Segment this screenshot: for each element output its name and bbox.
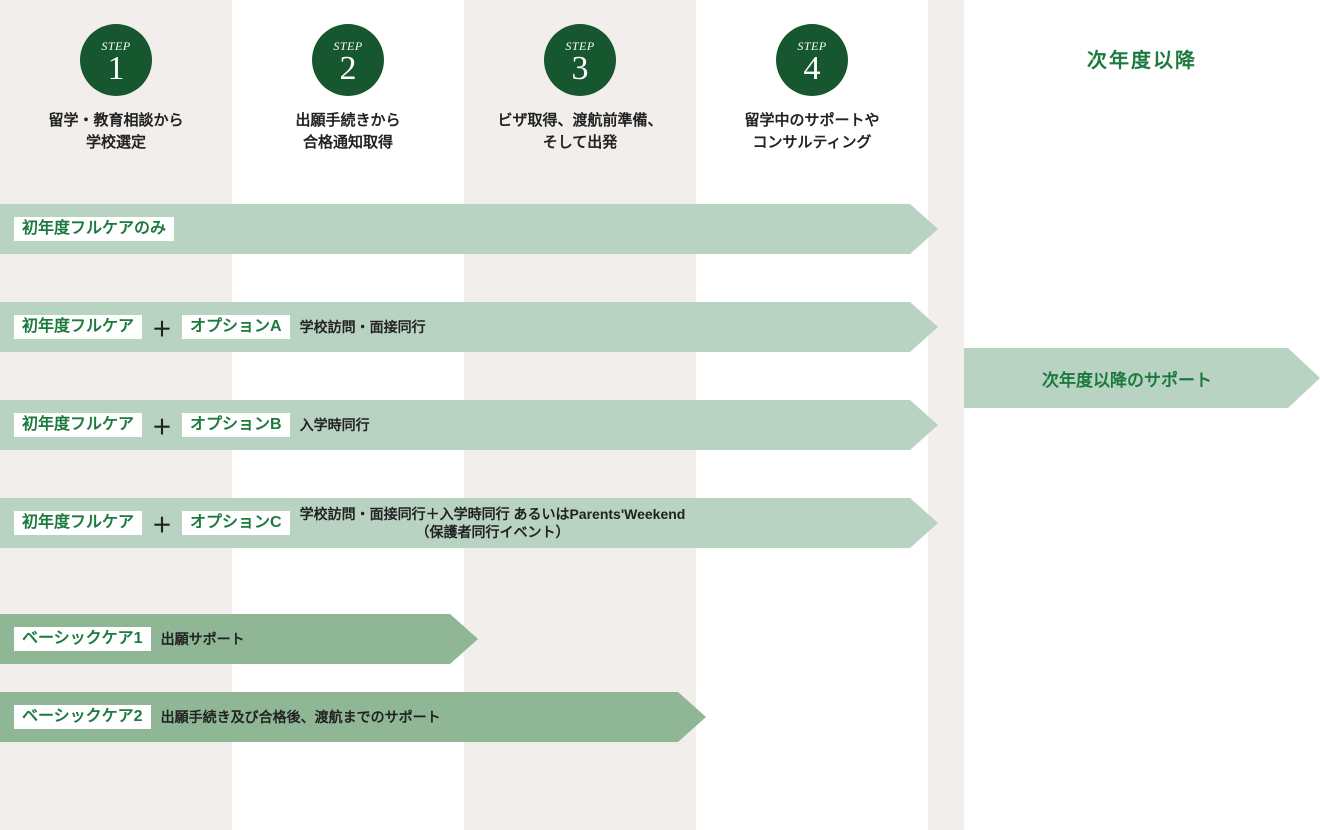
plan-tag-primary: 初年度フルケア — [14, 413, 142, 437]
step-number: 3 — [572, 52, 589, 86]
arrow-head-icon — [910, 302, 938, 352]
arrow-head-icon — [450, 614, 478, 664]
step-header-3: STEP3 ビザ取得、渡航前準備、そして出発 — [464, 24, 696, 154]
step-number: 1 — [108, 52, 125, 86]
plan-extra-text: 入学時同行 — [300, 416, 370, 434]
step-circle: STEP4 — [776, 24, 848, 96]
plus-icon: ＋ — [152, 509, 172, 538]
step-number: 2 — [340, 52, 357, 86]
plan-tag-primary: 初年度フルケア — [14, 511, 142, 535]
plan-extra-text: 学校訪問・面接同行 — [300, 318, 426, 336]
arrow-content: 初年度フルケアのみ — [0, 204, 174, 254]
plan-tag-option: オプションA — [182, 315, 290, 339]
arrow-head-icon — [678, 692, 706, 742]
plan-arrow-3: 初年度フルケア ＋ オプションB 入学時同行 — [0, 400, 938, 450]
plan-tag-primary: ベーシックケア2 — [14, 705, 151, 729]
step-description: 留学・教育相談から学校選定 — [48, 110, 183, 154]
arrow-head-icon — [910, 498, 938, 548]
step-description: 出願手続きから合格通知取得 — [295, 110, 400, 154]
plan-arrow-6: ベーシックケア2 出願手続き及び合格後、渡航までのサポート — [0, 692, 706, 742]
next-year-title: 次年度以降 — [964, 44, 1320, 73]
plan-tag-primary: 初年度フルケア — [14, 315, 142, 339]
plan-extra-text: 出願手続き及び合格後、渡航までのサポート — [161, 708, 441, 726]
plan-arrow-1: 初年度フルケアのみ — [0, 204, 938, 254]
arrow-content: ベーシックケア1 出願サポート — [0, 614, 245, 664]
plan-arrow-4: 初年度フルケア ＋ オプションC 学校訪問・面接同行＋入学時同行 あるいはParent… — [0, 498, 938, 548]
col-next-year: 次年度以降 — [964, 0, 1320, 830]
plan-extra-text: 出願サポート — [161, 630, 245, 648]
step-header-2: STEP2 出願手続きから合格通知取得 — [232, 24, 464, 154]
step-circle: STEP1 — [80, 24, 152, 96]
arrow-content: 初年度フルケア ＋ オプションB 入学時同行 — [0, 400, 370, 450]
next-year-arrow-label: 次年度以降のサポート — [964, 348, 1290, 408]
plus-icon: ＋ — [152, 411, 172, 440]
step-circle: STEP2 — [312, 24, 384, 96]
plan-extra-text: 学校訪問・面接同行＋入学時同行 あるいはParents'Weekend（保護者同… — [300, 505, 686, 541]
plan-arrow-5: ベーシックケア1 出願サポート — [0, 614, 478, 664]
step-description: 留学中のサポートやコンサルティング — [744, 110, 879, 154]
plus-icon: ＋ — [152, 313, 172, 342]
step-description: ビザ取得、渡航前準備、そして出発 — [497, 110, 662, 154]
arrow-head-icon — [1288, 348, 1320, 408]
step-circle: STEP3 — [544, 24, 616, 96]
plan-tag-primary: 初年度フルケアのみ — [14, 217, 174, 241]
arrow-head-icon — [910, 204, 938, 254]
plan-tag-primary: ベーシックケア1 — [14, 627, 151, 651]
step-number: 4 — [804, 52, 821, 86]
plan-tag-option: オプションC — [182, 511, 290, 535]
step-header-1: STEP1 留学・教育相談から学校選定 — [0, 24, 232, 154]
arrow-content: ベーシックケア2 出願手続き及び合格後、渡航までのサポート — [0, 692, 441, 742]
arrow-content: 初年度フルケア ＋ オプションC 学校訪問・面接同行＋入学時同行 あるいはParent… — [0, 498, 685, 548]
plan-tag-option: オプションB — [182, 413, 290, 437]
next-year-arrow: 次年度以降のサポート — [964, 348, 1320, 408]
arrow-content: 初年度フルケア ＋ オプションA 学校訪問・面接同行 — [0, 302, 426, 352]
step-header-4: STEP4 留学中のサポートやコンサルティング — [696, 24, 928, 154]
plan-arrow-2: 初年度フルケア ＋ オプションA 学校訪問・面接同行 — [0, 302, 938, 352]
arrow-head-icon — [910, 400, 938, 450]
